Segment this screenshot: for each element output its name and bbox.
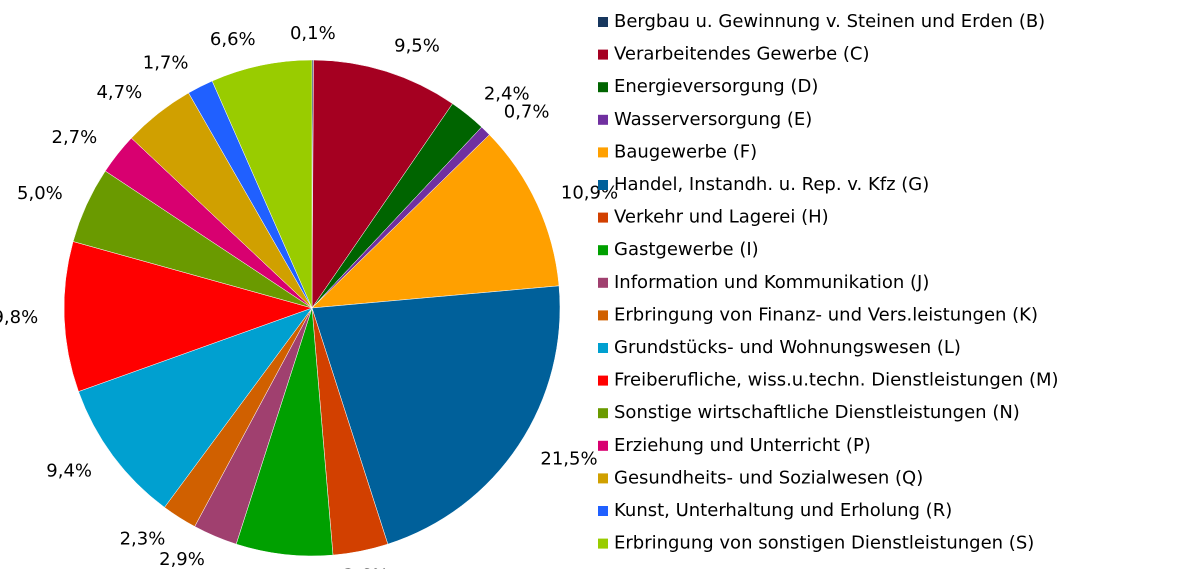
- legend-swatch: [598, 147, 608, 158]
- legend-label: Gastgewerbe (I): [614, 239, 759, 260]
- legend-swatch: [598, 277, 608, 288]
- legend-label: Baugewerbe (F): [614, 141, 757, 162]
- legend-label: Handel, Instandh. u. Rep. v. Kfz (G): [614, 174, 929, 195]
- data-label: 2,9%: [159, 549, 205, 569]
- legend-swatch: [598, 473, 608, 484]
- legend-swatch: [598, 114, 608, 125]
- legend-swatch: [598, 408, 608, 419]
- legend-swatch: [598, 538, 608, 549]
- legend-swatch: [598, 82, 608, 93]
- legend-label: Wasserversorgung (E): [614, 109, 812, 130]
- data-label: 0,7%: [504, 101, 550, 122]
- data-label: 10,9%: [561, 182, 618, 203]
- legend-swatch: [598, 245, 608, 256]
- legend-label: Information und Kommunikation (J): [614, 272, 929, 293]
- legend-swatch: [598, 180, 608, 190]
- legend-swatch: [598, 212, 608, 223]
- data-label: 2,7%: [52, 127, 98, 148]
- legend-label: Energieversorgung (D): [614, 76, 818, 97]
- legend-label: Kunst, Unterhaltung und Erholung (R): [614, 500, 952, 521]
- pie-slice: [211, 59, 313, 309]
- legend-swatch: [598, 440, 608, 451]
- legend-swatch: [598, 506, 608, 516]
- data-label: 9,4%: [46, 460, 92, 481]
- data-label: 5,0%: [17, 183, 63, 204]
- legend-label: Erbringung von sonstigen Dienstleistunge…: [614, 533, 1034, 554]
- legend-label: Gesundheits- und Sozialwesen (Q): [614, 467, 923, 488]
- data-label: 2,4%: [484, 84, 530, 105]
- legend-swatch: [598, 343, 608, 353]
- legend-label: Erziehung und Unterricht (P): [614, 435, 871, 456]
- pie-slice: [63, 241, 313, 392]
- legend-swatch: [598, 17, 608, 27]
- legend-swatch: [598, 310, 608, 321]
- data-label: 4,7%: [96, 82, 142, 103]
- pie-slice: [311, 134, 560, 309]
- legend-swatch: [598, 375, 608, 386]
- pie-slice: [311, 285, 561, 545]
- legend-swatch: [598, 49, 608, 60]
- data-label: 21,5%: [540, 448, 597, 469]
- legend-label: Verkehr und Lagerei (H): [614, 207, 829, 228]
- data-label: 3,6%: [343, 566, 389, 569]
- legend-label: Bergbau u. Gewinnung v. Steinen und Erde…: [614, 11, 1045, 32]
- legend-label: Sonstige wirtschaftliche Dienstleistunge…: [614, 402, 1020, 423]
- pie-slice: [311, 59, 453, 309]
- data-label: 0,1%: [290, 23, 336, 44]
- data-label: 9,8%: [0, 307, 38, 328]
- data-label: 2,3%: [120, 528, 166, 549]
- data-label: 9,5%: [394, 36, 440, 57]
- legend-label: Verarbeitendes Gewerbe (C): [614, 44, 870, 65]
- data-label: 6,6%: [210, 29, 256, 50]
- legend-label: Erbringung von Finanz- und Vers.leistung…: [614, 304, 1038, 325]
- pie-slice: [78, 307, 313, 508]
- legend-label: Grundstücks- und Wohnungswesen (L): [614, 337, 961, 358]
- data-label: 1,7%: [143, 52, 189, 73]
- legend-label: Freiberufliche, wiss.u.techn. Dienstleis…: [614, 370, 1059, 391]
